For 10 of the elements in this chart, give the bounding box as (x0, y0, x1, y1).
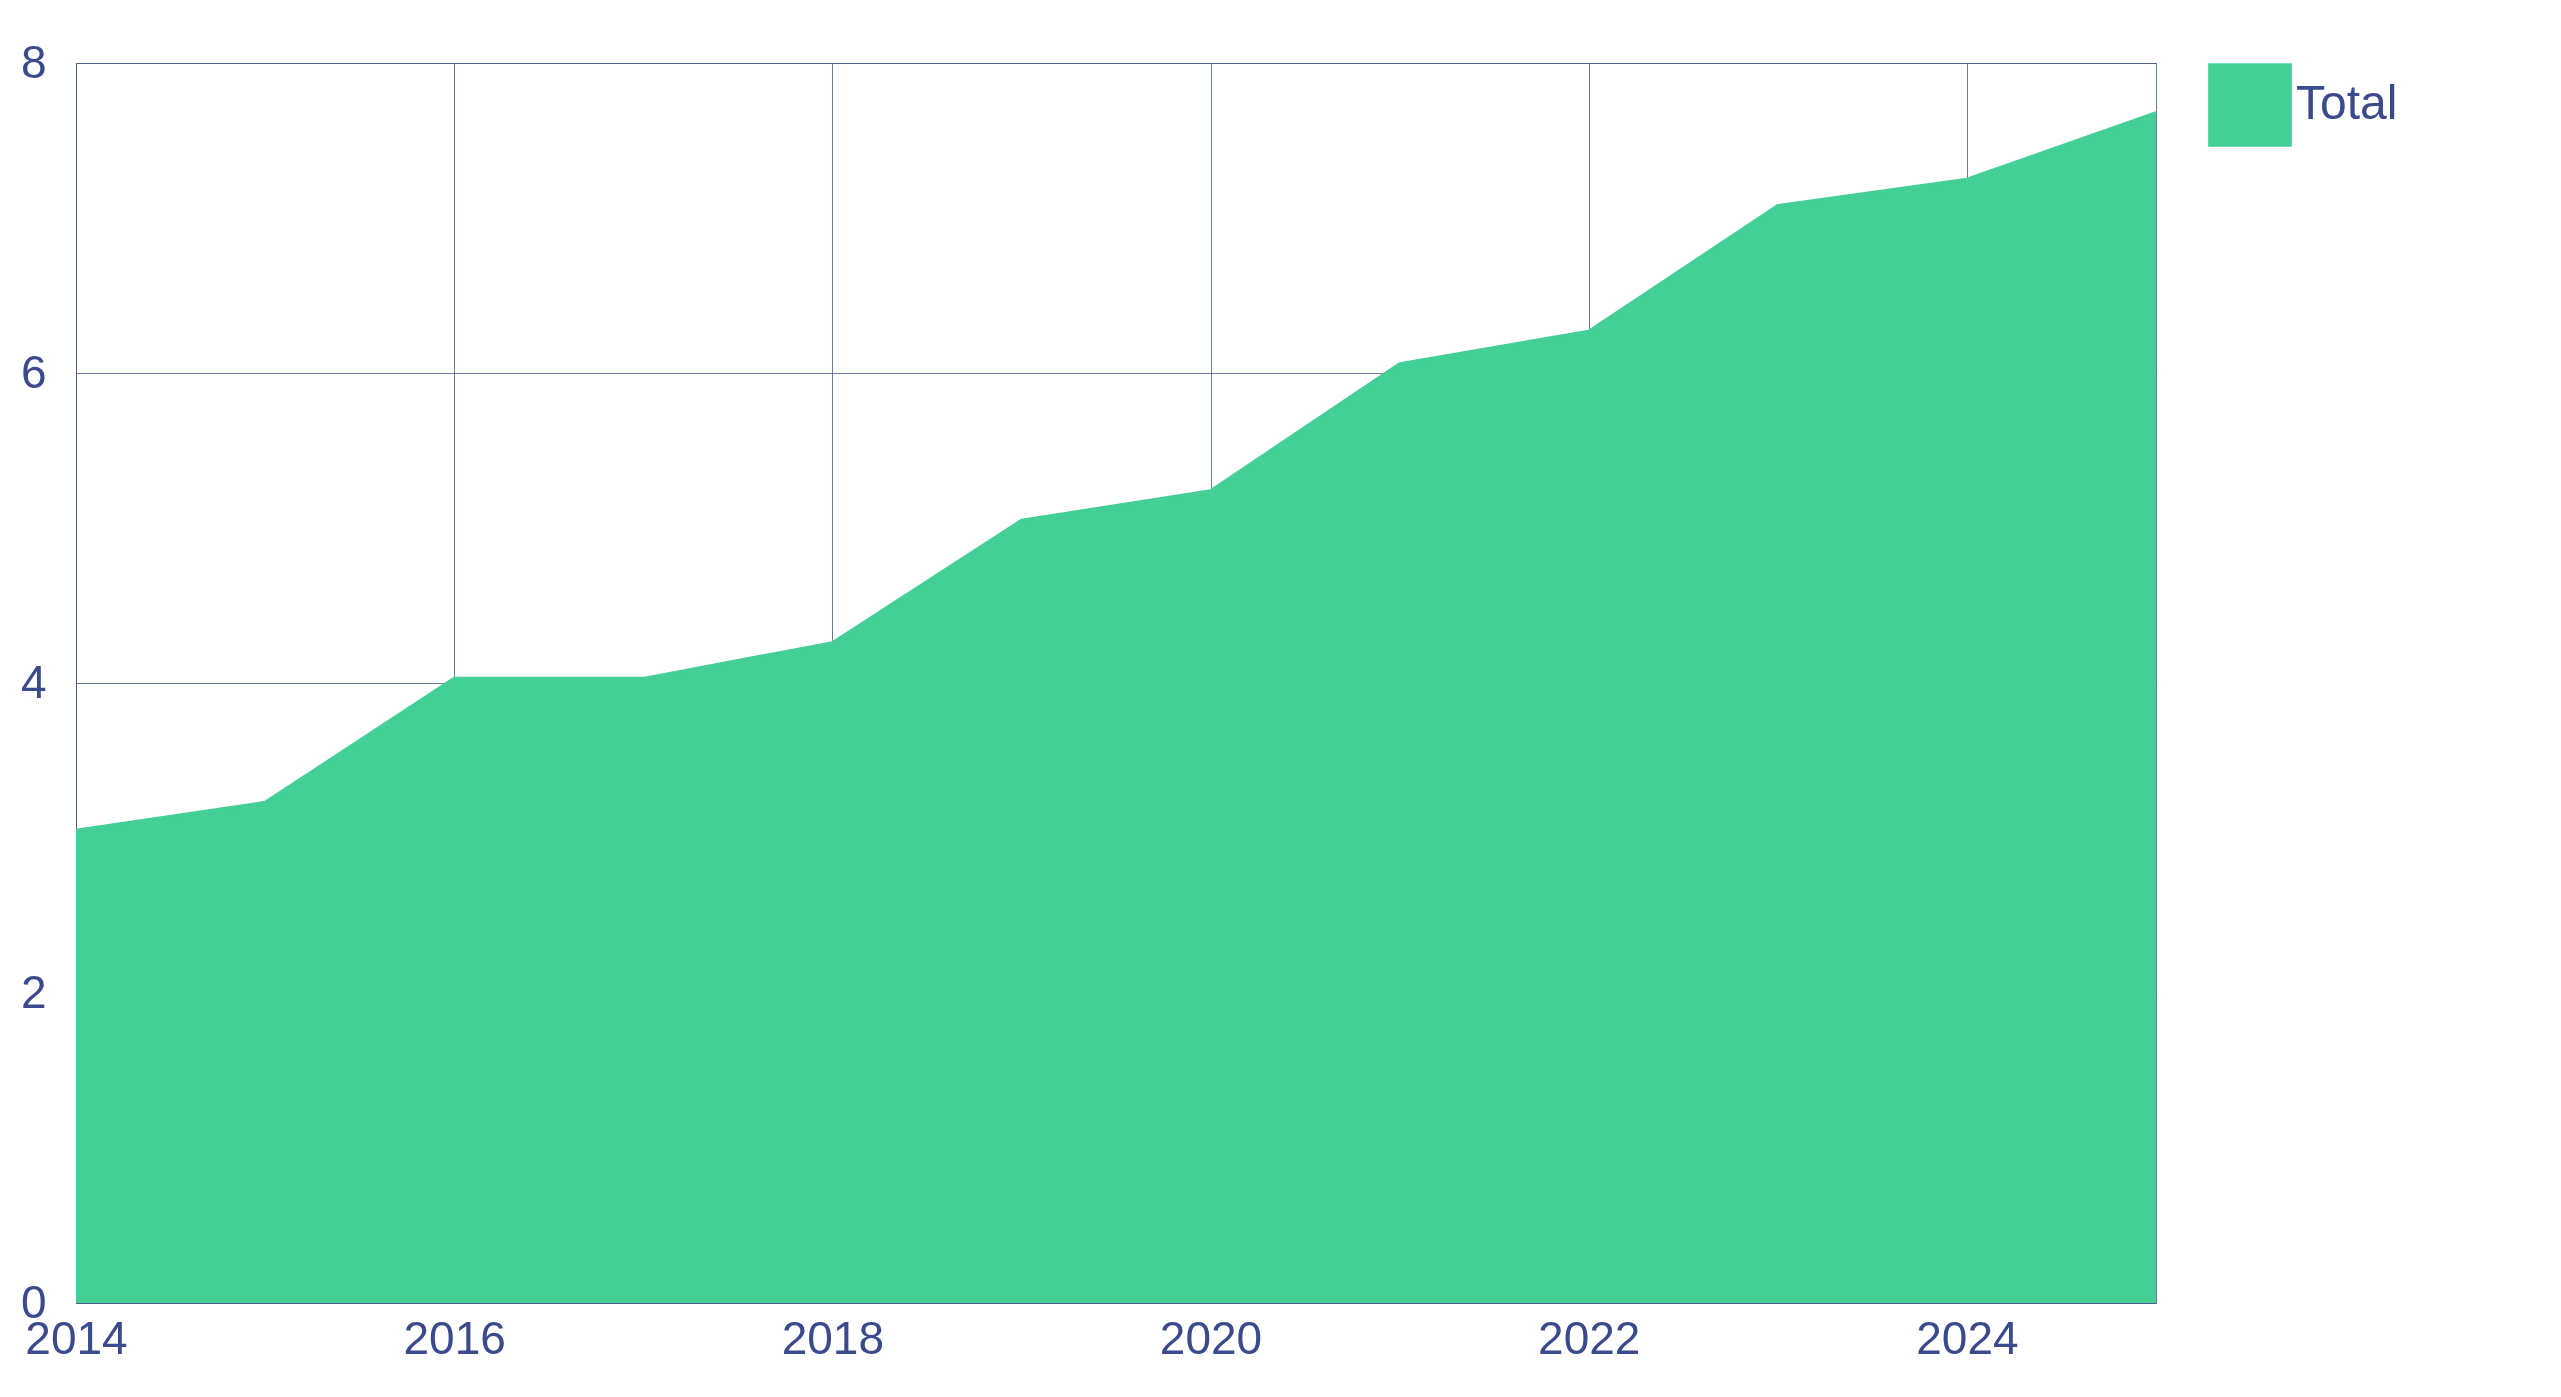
y-tick-label: 6 (20, 345, 47, 398)
x-tick-label: 2024 (1916, 1311, 2019, 1364)
x-tick-label: 2018 (781, 1311, 885, 1364)
x-tick-label: 2020 (1159, 1311, 1263, 1364)
y-tick-label: 8 (20, 35, 47, 88)
legend-label: Total (2296, 76, 2398, 129)
x-tick-label: 2022 (1538, 1311, 1641, 1364)
y-tick-label: 4 (20, 655, 47, 708)
x-tick-label: 2016 (403, 1311, 506, 1364)
y-tick-label: 2 (20, 965, 47, 1018)
